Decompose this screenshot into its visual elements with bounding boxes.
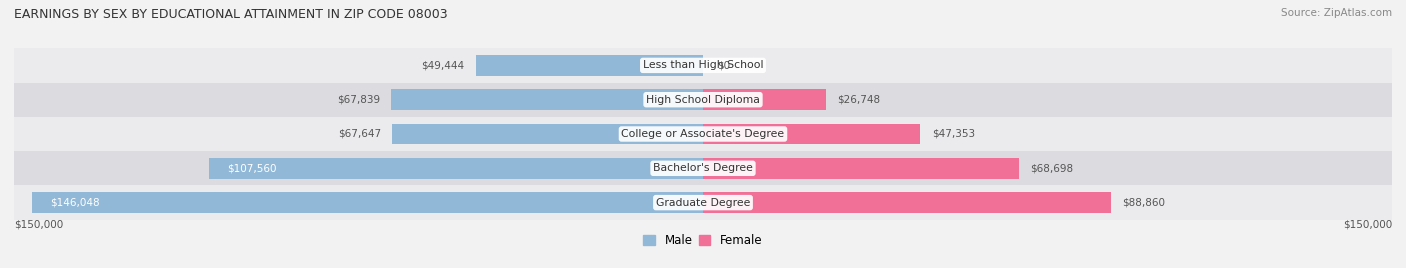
Text: $49,444: $49,444 (422, 60, 464, 70)
Text: $150,000: $150,000 (14, 220, 63, 230)
Bar (14, 185, 1392, 220)
Bar (14, 83, 1392, 117)
Text: College or Associate's Degree: College or Associate's Degree (621, 129, 785, 139)
Bar (475, 55, 703, 76)
Text: $26,748: $26,748 (838, 95, 880, 105)
Bar (703, 124, 921, 144)
Bar (392, 124, 703, 144)
Text: EARNINGS BY SEX BY EDUCATIONAL ATTAINMENT IN ZIP CODE 08003: EARNINGS BY SEX BY EDUCATIONAL ATTAINMEN… (14, 8, 447, 21)
Text: $107,560: $107,560 (228, 163, 277, 173)
Bar (32, 192, 703, 213)
Text: Graduate Degree: Graduate Degree (655, 198, 751, 208)
Text: $146,048: $146,048 (51, 198, 100, 208)
Text: $67,647: $67,647 (337, 129, 381, 139)
Text: $0: $0 (717, 60, 730, 70)
Bar (14, 117, 1392, 151)
Bar (14, 48, 1392, 83)
Legend: Male, Female: Male, Female (638, 229, 768, 252)
Bar (703, 192, 1111, 213)
Text: High School Diploma: High School Diploma (647, 95, 759, 105)
Bar (391, 90, 703, 110)
Text: Source: ZipAtlas.com: Source: ZipAtlas.com (1281, 8, 1392, 18)
Text: $88,860: $88,860 (1122, 198, 1166, 208)
Bar (14, 151, 1392, 185)
Bar (209, 158, 703, 178)
Text: $67,839: $67,839 (337, 95, 380, 105)
Text: $150,000: $150,000 (1343, 220, 1392, 230)
Text: Bachelor's Degree: Bachelor's Degree (652, 163, 754, 173)
Bar (703, 90, 825, 110)
Text: $68,698: $68,698 (1031, 163, 1073, 173)
Text: Less than High School: Less than High School (643, 60, 763, 70)
Bar (703, 158, 1018, 178)
Text: $47,353: $47,353 (932, 129, 976, 139)
